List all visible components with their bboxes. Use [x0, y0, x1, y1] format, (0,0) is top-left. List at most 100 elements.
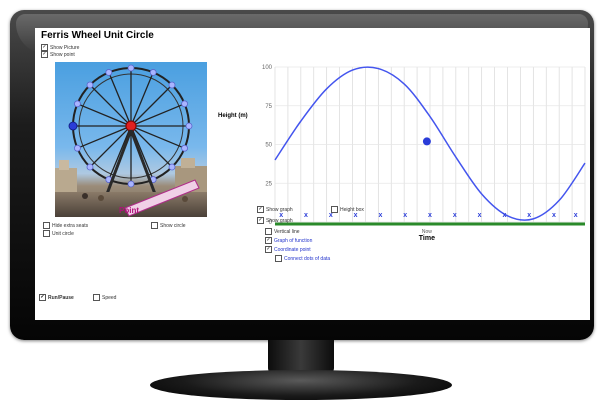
checkbox-checked-icon: ✓ [257, 217, 264, 224]
height-box-label: Height box [340, 206, 364, 213]
height-time-chart: 0 25 50 75 100 x x x x x x x x x x x x x Now Time [213, 62, 590, 242]
hide-extra-seats-checkbox[interactable]: Hide extra seats [43, 222, 88, 229]
show-graph-label-1: Show graph [266, 206, 293, 213]
monitor-base [150, 370, 452, 400]
screen: Ferris Wheel Unit Circle ✓ Show Picture … [35, 28, 590, 320]
show-picture-label: Show Picture [50, 44, 80, 51]
data-marker-x: x [354, 212, 358, 219]
unit-circle-label: Unit circle [52, 230, 74, 237]
y-tick-label: 25 [265, 181, 272, 187]
connect-dots-checkbox[interactable]: Connect dots of data [275, 255, 330, 262]
wheel-spoke [77, 125, 132, 149]
data-marker-x: x [502, 212, 506, 219]
monitor-neck [268, 340, 334, 374]
vertical-line-checkbox[interactable]: Vertical line [265, 228, 300, 235]
height-box-checkbox[interactable]: Height box [331, 206, 364, 213]
speed-label: Speed [102, 294, 117, 301]
wheel-spoke [108, 72, 132, 127]
y-tick-label: 75 [265, 104, 272, 110]
show-circle-label: Show circle [160, 222, 186, 229]
wheel-spoke [130, 72, 154, 127]
monitor-frame: Ferris Wheel Unit Circle ✓ Show Picture … [10, 10, 594, 340]
show-point-label: Show point [50, 51, 75, 58]
y-tick-label: 0 [269, 220, 273, 226]
graph-of-function-checkbox[interactable]: ✓ Graph of function [265, 237, 312, 244]
wheel-spoke [89, 84, 132, 127]
run-pause-label: Run/Pause [48, 294, 74, 301]
height-curve [274, 66, 586, 221]
point-banner-label: Point [119, 206, 139, 215]
run-pause-checkbox[interactable]: ✓ Run/Pause [39, 294, 74, 301]
checkbox-empty-icon [43, 230, 50, 237]
graph-of-function-label: Graph of function [274, 237, 313, 244]
wheel-spoke [130, 84, 173, 127]
wheel-seat [127, 180, 135, 188]
hide-extra-seats-label: Hide extra seats [52, 222, 89, 229]
checkbox-checked-icon: ✓ [41, 51, 48, 58]
checkbox-empty-icon [331, 206, 338, 213]
page-title: Ferris Wheel Unit Circle [41, 30, 154, 41]
unit-circle-checkbox[interactable]: Unit circle [43, 230, 74, 237]
checkbox-empty-icon [151, 222, 158, 229]
wheel-spoke [130, 125, 173, 168]
y-axis-title: Height (m) [218, 112, 248, 121]
checkbox-empty-icon [265, 228, 272, 235]
show-point-checkbox[interactable]: ✓ Show point [41, 51, 75, 58]
current-height-point [422, 137, 431, 146]
checkbox-empty-icon [43, 222, 50, 229]
wheel-spoke [130, 125, 185, 149]
show-picture-checkbox[interactable]: ✓ Show Picture [41, 44, 79, 51]
show-graph-checkbox-1[interactable]: ✓ Show graph [257, 206, 293, 213]
wheel-seat [181, 144, 188, 152]
y-tick-label: 50 [265, 143, 272, 149]
data-marker-x: x [552, 212, 556, 219]
checkbox-checked-icon: ✓ [41, 44, 48, 51]
wheel-spoke [130, 103, 185, 127]
checkbox-checked-icon: ✓ [265, 237, 272, 244]
wheel-spoke [130, 125, 154, 180]
wheel-seat [181, 100, 188, 108]
data-marker-x: x [478, 212, 482, 219]
y-axis-title-line: Height (m) [218, 113, 248, 119]
wheel-spoke [108, 125, 132, 180]
show-graph-checkbox-2[interactable]: ✓ Show graph [257, 217, 293, 224]
data-marker-x: x [304, 212, 308, 219]
wheel-seat [74, 144, 81, 152]
wheel-point-seat [68, 121, 78, 131]
wheel-seat [74, 100, 81, 108]
y-tick-label: 100 [262, 65, 273, 71]
data-marker-x: x [279, 212, 283, 219]
show-graph-label-2: Show graph [266, 217, 293, 224]
checkbox-checked-icon: ✓ [257, 206, 264, 213]
data-marker-x: x [403, 212, 407, 219]
x-axis-title: Time [419, 235, 435, 242]
checkbox-checked-icon: ✓ [39, 294, 46, 301]
data-marker-x: x [453, 212, 457, 219]
data-marker-x: x [329, 212, 333, 219]
checkbox-empty-icon [93, 294, 100, 301]
data-marker-x: x [574, 212, 578, 219]
ferris-wheel-picture: Point [55, 62, 207, 217]
ferris-wheel-illustration: Point [55, 64, 207, 217]
wheel-seat [127, 64, 135, 72]
wheel-hub [125, 120, 137, 132]
checkbox-checked-icon: ✓ [265, 246, 272, 253]
connect-dots-label: Connect dots of data [284, 255, 331, 262]
coordinate-point-checkbox[interactable]: ✓ Coordinate point [265, 246, 311, 253]
wheel-spoke [77, 103, 132, 127]
checkbox-empty-icon [275, 255, 282, 262]
wheel-seat [86, 81, 94, 89]
x-tick-label-now: Now [422, 229, 432, 235]
wheel-seat [86, 163, 94, 171]
speed-checkbox[interactable]: Speed [93, 294, 116, 301]
wheel-seat [185, 122, 193, 130]
wheel [68, 64, 193, 188]
show-circle-checkbox[interactable]: Show circle [151, 222, 186, 229]
vertical-line-label: Vertical line [274, 228, 300, 235]
data-marker-x: x [527, 212, 531, 219]
wheel-seat [168, 163, 176, 171]
wheel-seat [149, 69, 157, 76]
data-marker-x: x [428, 212, 432, 219]
wheel-spoke [89, 125, 132, 168]
